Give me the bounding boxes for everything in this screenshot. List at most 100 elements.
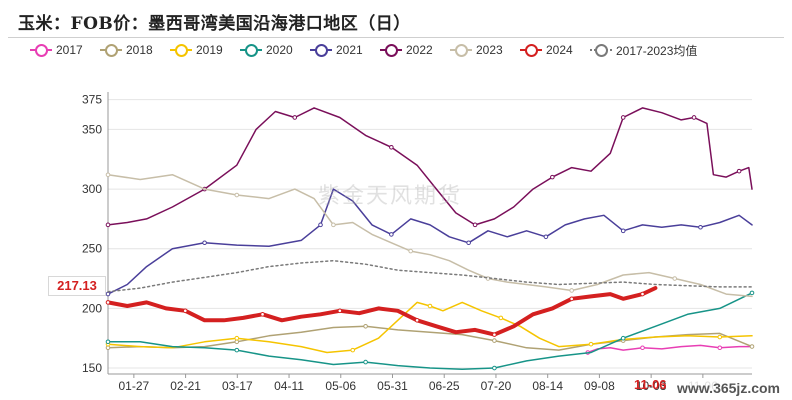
series-point xyxy=(492,338,497,343)
series-point xyxy=(350,347,356,353)
series-line-2017-2023均值 xyxy=(107,259,753,293)
legend-label: 2022 xyxy=(406,43,433,57)
series-point xyxy=(717,334,723,340)
series-point xyxy=(182,308,188,314)
series-point xyxy=(672,276,678,281)
series-point xyxy=(331,222,336,228)
y-tick-label: 350 xyxy=(82,122,102,136)
legend-swatch-icon xyxy=(520,42,542,58)
x-tick-label: 06-25 xyxy=(429,379,460,393)
legend-swatch-icon xyxy=(100,42,122,58)
y-tick-label: 150 xyxy=(82,361,102,375)
series-point xyxy=(202,240,207,246)
series-point xyxy=(550,174,555,180)
series-point xyxy=(620,228,626,234)
series-line-2024 xyxy=(106,286,658,337)
series-point xyxy=(389,232,394,237)
legend-label: 2018 xyxy=(126,43,153,57)
legend-item[interactable]: 2024 xyxy=(520,42,573,58)
legend-label: 2020 xyxy=(266,43,293,57)
series-point xyxy=(640,291,645,297)
series-point xyxy=(234,192,240,198)
series-point xyxy=(543,234,549,240)
series-point xyxy=(588,341,594,347)
series-point xyxy=(105,291,111,297)
series-point xyxy=(389,145,394,150)
series-point xyxy=(234,339,240,345)
legend-item[interactable]: 2019 xyxy=(170,42,223,58)
last-value-callout: 217.13 xyxy=(48,276,106,296)
series-point xyxy=(749,344,755,349)
legend-swatch-icon xyxy=(450,42,472,58)
last-date-callout: 11-06 xyxy=(634,377,667,392)
series-point xyxy=(234,335,240,341)
series-line-2022 xyxy=(107,107,753,226)
y-tick-label: 250 xyxy=(82,242,102,256)
series-point xyxy=(498,315,504,321)
series-line-2023 xyxy=(107,173,753,298)
legend-swatch-icon xyxy=(170,42,192,58)
series-point xyxy=(105,222,111,228)
x-tick-label: 09-08 xyxy=(584,379,615,393)
series-point xyxy=(318,222,323,228)
series-point xyxy=(363,359,368,365)
legend-item[interactable]: 2021 xyxy=(310,42,363,58)
series-point xyxy=(292,115,298,120)
series-line-2018 xyxy=(107,325,753,351)
legend-item[interactable]: 2022 xyxy=(380,42,433,58)
series-point xyxy=(492,332,497,337)
legend-swatch-icon xyxy=(590,42,612,58)
series-point xyxy=(620,335,626,341)
series-point xyxy=(105,300,111,305)
legend-item[interactable]: 2023 xyxy=(450,42,503,58)
x-tick-label: 01-27 xyxy=(119,379,150,393)
x-tick-label: 02-21 xyxy=(170,379,201,393)
legend-label: 2021 xyxy=(336,43,363,57)
series-point xyxy=(691,115,697,120)
series-point xyxy=(234,347,240,353)
series-point xyxy=(105,172,111,178)
series-point xyxy=(363,323,368,329)
series-point xyxy=(569,288,574,293)
legend-label: 2017 xyxy=(56,43,83,57)
chart-legend: 2017 2018 2019 2020 2021 2022 2023 2024 2017-202… xyxy=(30,40,790,60)
x-tick-label: 05-31 xyxy=(377,379,408,393)
x-tick-label: 08-14 xyxy=(532,379,563,393)
watermark-text: 紫金天风期货 xyxy=(318,184,463,209)
y-tick-label: 300 xyxy=(82,182,102,196)
legend-swatch-icon xyxy=(30,42,52,58)
series-point xyxy=(466,240,471,246)
x-tick-label: 04-11 xyxy=(274,379,304,393)
x-tick-label: 03-17 xyxy=(222,379,253,393)
legend-label: 2023 xyxy=(476,43,503,57)
legend-label: 2019 xyxy=(196,43,223,57)
legend-label: 2017-2023均值 xyxy=(616,43,698,58)
legend-item[interactable]: 2017 xyxy=(30,42,83,58)
series-point xyxy=(620,115,626,120)
series-line-2017 xyxy=(587,344,753,354)
legend-item[interactable]: 2020 xyxy=(240,42,293,58)
legend-item[interactable]: 2017-2023均值 xyxy=(590,42,697,58)
series-point xyxy=(749,290,755,296)
website-watermark: www.365jz.com xyxy=(675,380,782,396)
series-point xyxy=(717,345,723,351)
series-point xyxy=(569,296,574,302)
legend-label: 2024 xyxy=(546,43,573,57)
y-tick-label: 200 xyxy=(82,301,102,315)
series-point xyxy=(337,308,343,314)
series-point xyxy=(260,312,265,317)
series-point xyxy=(640,345,645,351)
series-point xyxy=(408,248,413,254)
series-point xyxy=(105,345,111,351)
chart-title-bar: 玉米：FOB价：墨西哥湾美国沿海港口地区（日） xyxy=(0,0,792,38)
series-point xyxy=(492,365,497,371)
legend-item[interactable]: 2018 xyxy=(100,42,153,58)
series-point xyxy=(472,222,478,228)
chart-title: 玉米：FOB价：墨西哥湾美国沿海港口地区（日） xyxy=(18,14,411,34)
series-line-2021 xyxy=(107,188,753,295)
series-point xyxy=(736,168,742,174)
series-point xyxy=(105,339,111,345)
series-point xyxy=(698,224,703,230)
series-point xyxy=(414,318,420,323)
